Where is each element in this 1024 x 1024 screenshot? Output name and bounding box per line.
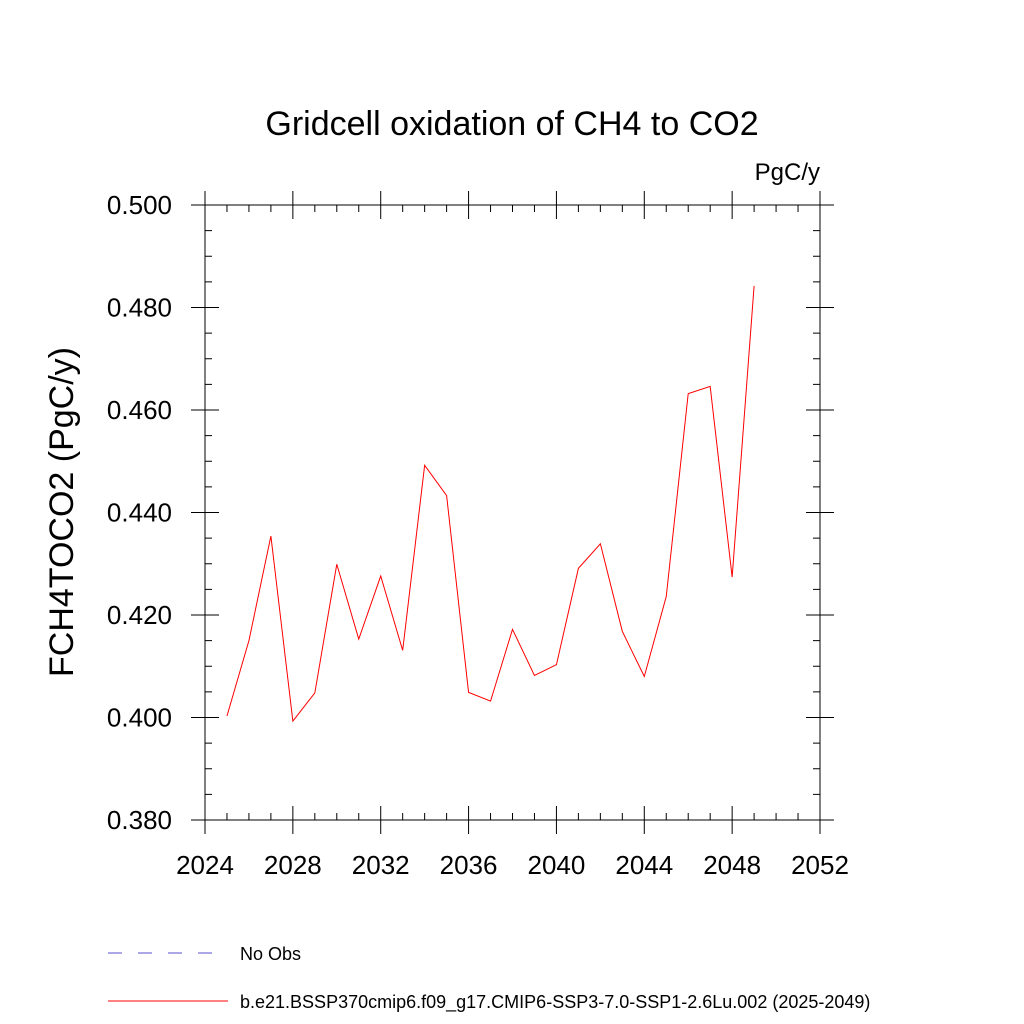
series-line — [226, 285, 755, 723]
axes: 2024 2028 2032 2036 2040 2044 2048 2052 0.380 0.4… — [107, 190, 849, 880]
y-axis-label: FCH4TOCO2 (PgC/y) — [43, 347, 81, 677]
y-tick-label: 0.420 — [107, 600, 172, 630]
y-tick-label: 0.460 — [107, 395, 172, 425]
legend: No Obs b.e21.BSSP370cmip6.f09_g17.CMIP6-S… — [108, 944, 870, 1013]
x-tick-label: 2036 — [440, 850, 498, 880]
chart-title: Gridcell oxidation of CH4 to CO2 — [265, 105, 758, 143]
y-tick-label: 0.440 — [107, 498, 172, 528]
x-tick-label: 2024 — [176, 850, 234, 880]
x-tick-label: 2044 — [615, 850, 673, 880]
y-tick-label: 0.400 — [107, 703, 172, 733]
units-label: PgC/y — [755, 159, 820, 186]
x-tick-label: 2032 — [352, 850, 410, 880]
legend-label: No Obs — [240, 944, 301, 964]
x-tick-label: 2040 — [528, 850, 586, 880]
y-tick-label: 0.500 — [107, 190, 172, 220]
x-tick-label: 2028 — [264, 850, 322, 880]
plot-frame — [204, 204, 821, 821]
x-tick-label: 2048 — [703, 850, 761, 880]
legend-label: b.e21.BSSP370cmip6.f09_g17.CMIP6-SSP3-7.… — [240, 992, 870, 1013]
series-lines — [226, 285, 755, 723]
y-tick-label: 0.380 — [107, 805, 172, 835]
x-tick-label: 2052 — [791, 850, 849, 880]
y-tick-label: 0.480 — [107, 293, 172, 323]
